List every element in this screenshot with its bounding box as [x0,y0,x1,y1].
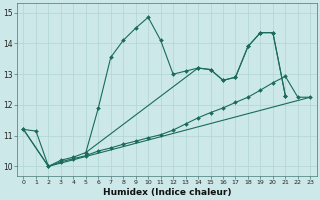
X-axis label: Humidex (Indice chaleur): Humidex (Indice chaleur) [103,188,231,197]
